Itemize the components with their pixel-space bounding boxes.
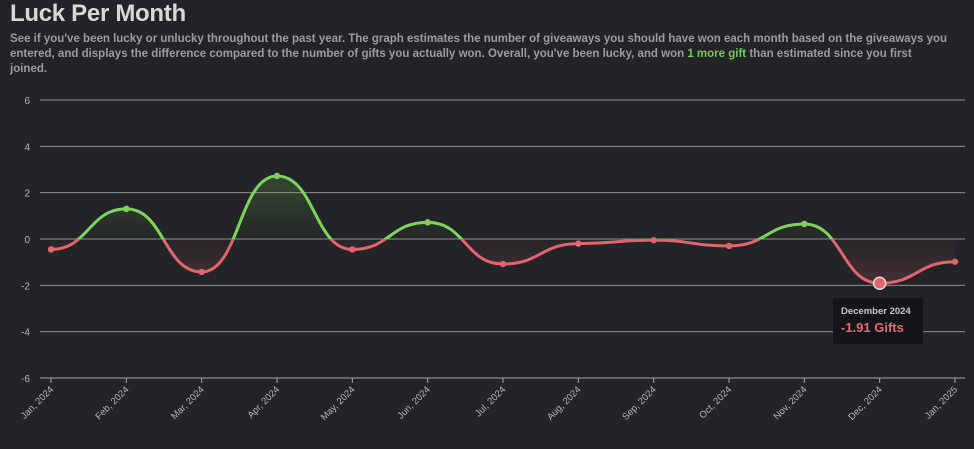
highlight-point — [872, 276, 887, 290]
x-tick-label: Aug, 2024 — [545, 384, 583, 422]
y-tick-label: 4 — [24, 142, 30, 153]
data-point — [801, 220, 808, 228]
x-tick-label: Dec, 2024 — [846, 384, 884, 422]
page-title: Luck Per Month — [10, 0, 186, 27]
x-tick-label: Jul, 2024 — [473, 384, 508, 419]
data-point — [424, 219, 431, 226]
y-tick-label: 0 — [24, 235, 30, 246]
chart-description: See if you've been lucky or unlucky thro… — [10, 32, 950, 77]
tooltip-value: -1.91 Gifts — [841, 320, 904, 335]
x-tick-label: Feb, 2024 — [93, 384, 131, 422]
positive-area — [51, 175, 955, 239]
y-tick-label: -2 — [21, 281, 30, 292]
x-tick-label: May, 2024 — [319, 384, 358, 423]
data-point — [273, 172, 281, 180]
y-tick-label: 6 — [24, 96, 30, 107]
y-tick-label: 2 — [24, 189, 30, 200]
x-tick-label: Oct, 2024 — [697, 384, 734, 421]
x-tick-label: Jun, 2024 — [395, 384, 432, 421]
description-highlight: 1 more gift — [687, 48, 747, 60]
x-tick-label: Jan, 2025 — [923, 384, 960, 421]
data-point — [725, 242, 733, 250]
data-point — [198, 268, 205, 276]
chart-tooltip: December 2024 -1.91 Gifts — [833, 298, 923, 344]
x-tick-label: Jan, 2024 — [19, 384, 56, 421]
data-point — [47, 246, 55, 253]
data-point — [349, 246, 356, 253]
x-tick-label: Mar, 2024 — [169, 384, 207, 422]
x-tick-label: Apr, 2024 — [246, 384, 283, 421]
tooltip-date: December 2024 — [841, 306, 911, 317]
x-tick-label: Sep, 2024 — [620, 384, 658, 422]
y-tick-label: -6 — [21, 374, 30, 385]
data-point — [575, 240, 582, 247]
description-text: See if you've been lucky or unlucky thro… — [10, 33, 948, 60]
data-point — [123, 205, 130, 213]
y-tick-label: -4 — [21, 328, 30, 339]
x-tick-label: Nov, 2024 — [772, 384, 810, 422]
data-point — [499, 260, 507, 268]
data-point — [650, 236, 657, 244]
data-point — [951, 258, 959, 265]
description-text-end: than estimated since you first joined. — [10, 48, 912, 75]
